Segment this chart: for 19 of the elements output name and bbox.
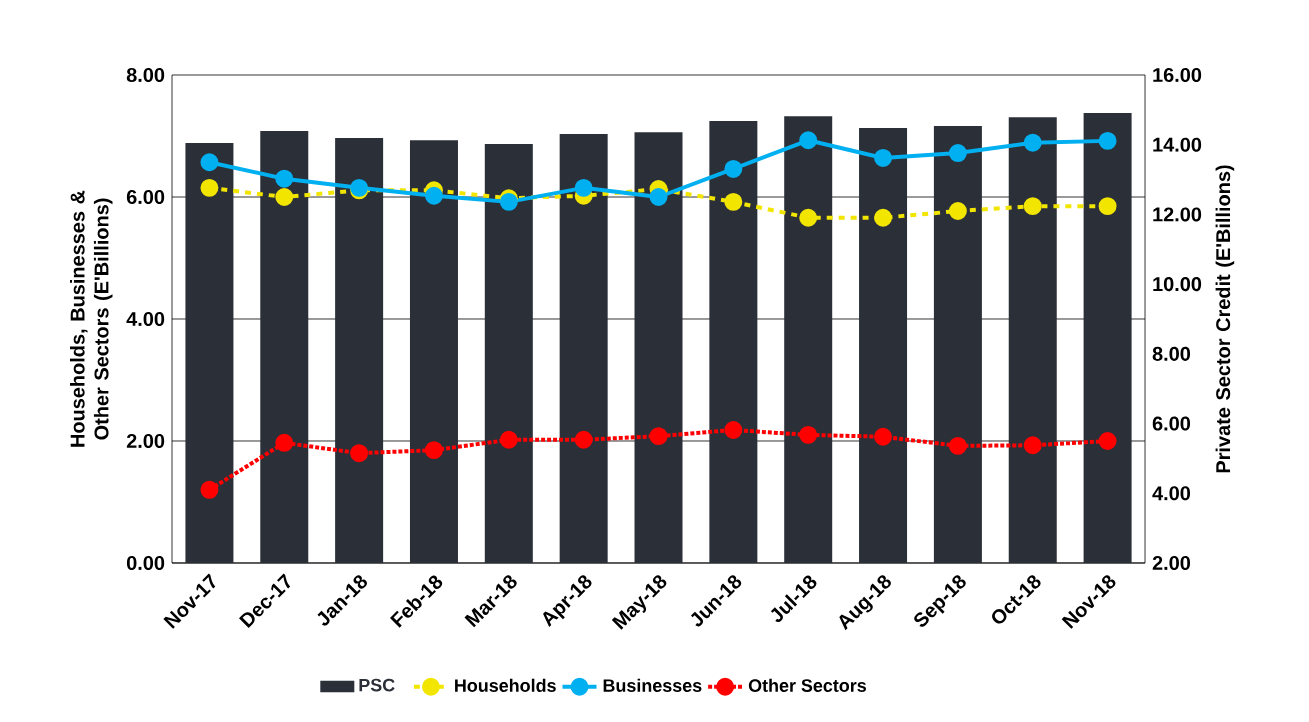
y2-tick-label: 4.00 bbox=[1152, 486, 1191, 501]
y2-tick-label: 2.00 bbox=[1152, 555, 1191, 571]
y2-tick-label: 6.00 bbox=[1152, 416, 1191, 431]
legend-label: Other Sectors bbox=[748, 678, 866, 692]
legend-label: Businesses bbox=[603, 678, 702, 692]
y2-tick-label: 10.00 bbox=[1153, 277, 1202, 292]
y-axis-title: Households, Businesses & Other Sectors (E'Billions) bbox=[70, 190, 113, 447]
y-tick-label: 8.00 bbox=[126, 67, 165, 83]
y2-tick-label: 14.00 bbox=[1153, 137, 1202, 152]
y2-tick-label: 12.00 bbox=[1153, 207, 1202, 222]
y-tick-label: 0.00 bbox=[126, 555, 165, 571]
y-tick-label: 4.00 bbox=[126, 311, 165, 327]
y-tick-label: 2.00 bbox=[126, 433, 165, 449]
legend-label: Households bbox=[455, 678, 556, 692]
legend-label: PSC bbox=[359, 678, 395, 692]
y2-tick-label: 8.00 bbox=[1152, 346, 1191, 361]
y-tick-label: 6.00 bbox=[126, 189, 165, 205]
y2-axis-title: Private Sector Credit (E'Billions) bbox=[1215, 165, 1235, 473]
y2-tick-label: 16.00 bbox=[1153, 67, 1202, 83]
